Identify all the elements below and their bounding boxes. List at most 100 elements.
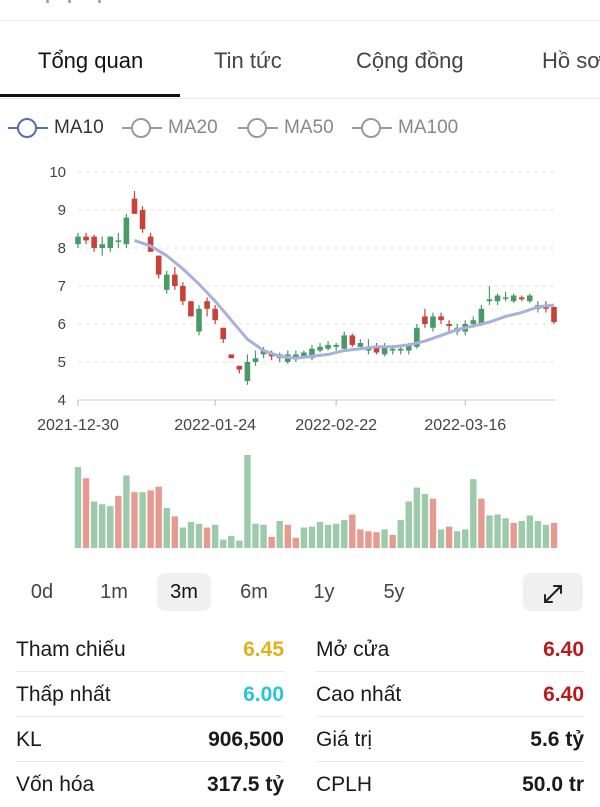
ma-legend: MA10 MA20 MA50 MA100 bbox=[0, 110, 600, 146]
volume-bar bbox=[389, 534, 396, 548]
candle bbox=[91, 234, 97, 252]
legend-label: MA100 bbox=[398, 117, 459, 138]
volume-bar bbox=[453, 531, 461, 548]
candle-body bbox=[163, 274, 170, 290]
volume-bar bbox=[268, 536, 275, 548]
candle bbox=[236, 365, 243, 374]
volume-bar bbox=[502, 518, 509, 548]
candle bbox=[357, 339, 364, 349]
candle-body bbox=[99, 244, 106, 248]
candle bbox=[147, 232, 154, 252]
volume-bar bbox=[437, 529, 445, 548]
x-tick-label: 2022-01-24 bbox=[174, 417, 256, 434]
candle-body bbox=[478, 308, 485, 324]
y-tick-label: 5 bbox=[58, 354, 66, 371]
volume-bar bbox=[131, 492, 138, 548]
candle-body bbox=[446, 324, 452, 326]
volume-bar bbox=[373, 532, 380, 548]
stat-value: 6.40 bbox=[543, 638, 584, 661]
volume-bar bbox=[99, 504, 106, 548]
candle-body bbox=[75, 236, 81, 245]
candle-body bbox=[155, 255, 162, 275]
volume-bar bbox=[82, 478, 90, 548]
legend-line-circle-icon bbox=[8, 118, 48, 138]
stat-low: Thấp nhất 6.00 bbox=[16, 673, 284, 717]
volume-bar bbox=[381, 529, 388, 548]
expand-chart-button[interactable] bbox=[523, 573, 583, 611]
candle-body bbox=[268, 354, 275, 357]
candle bbox=[204, 297, 210, 317]
range-3m-button[interactable]: 3m bbox=[157, 573, 211, 611]
volume-bar bbox=[195, 523, 203, 548]
candle bbox=[220, 327, 227, 343]
candle bbox=[188, 301, 194, 317]
candle-body bbox=[309, 348, 315, 359]
candle-body bbox=[502, 297, 509, 299]
tab-community[interactable]: Cộng đồng bbox=[356, 48, 464, 73]
range-6m-button[interactable]: 6m bbox=[240, 581, 268, 603]
truncated-header-text bbox=[40, 0, 110, 4]
range-1y-button[interactable]: 1y bbox=[313, 581, 335, 603]
range-5y-button[interactable]: 5y bbox=[383, 581, 405, 603]
candle-body bbox=[180, 286, 186, 302]
range-0d-button[interactable]: 0d bbox=[30, 581, 54, 603]
tab-overview[interactable]: Tổng quan bbox=[38, 48, 144, 73]
candle bbox=[163, 270, 170, 294]
volume-bar bbox=[324, 524, 332, 548]
candle-body bbox=[244, 362, 251, 381]
volume-bar bbox=[518, 521, 525, 548]
stat-value: 6.45 bbox=[243, 638, 284, 661]
legend-line-circle-icon bbox=[238, 118, 278, 138]
volume-bar bbox=[203, 527, 211, 548]
candle bbox=[373, 343, 380, 355]
volume-bar bbox=[163, 508, 170, 548]
candle bbox=[317, 343, 323, 353]
volume-bar bbox=[211, 524, 219, 548]
legend-line-circle-icon bbox=[352, 118, 392, 138]
candle-body bbox=[389, 348, 396, 351]
candle-body bbox=[293, 354, 299, 359]
stat-value: 6.00 bbox=[243, 683, 284, 706]
stat-value-traded: Giá trị 5.6 tỷ bbox=[316, 718, 584, 762]
candle-body bbox=[220, 327, 227, 340]
candle-body bbox=[438, 316, 444, 321]
candle-body bbox=[486, 299, 493, 302]
candle-body bbox=[341, 335, 348, 349]
candle-body bbox=[188, 301, 194, 317]
candle bbox=[494, 293, 501, 305]
candle bbox=[333, 343, 339, 351]
volume-bar bbox=[397, 520, 404, 548]
volume-bar bbox=[276, 521, 283, 548]
candle bbox=[510, 293, 517, 304]
volume-bar bbox=[421, 494, 429, 548]
candle-body bbox=[430, 316, 436, 328]
candle bbox=[115, 232, 122, 248]
tab-news[interactable]: Tin tức bbox=[214, 48, 282, 73]
candle-body bbox=[131, 198, 138, 214]
candle bbox=[446, 320, 452, 332]
y-axis-ticks: 4 5 6 7 8 9 10 bbox=[49, 164, 66, 409]
volume-bar bbox=[429, 498, 437, 548]
candle bbox=[430, 312, 436, 332]
volume-bar bbox=[526, 515, 533, 548]
candlesticks bbox=[75, 191, 557, 385]
range-1m-button[interactable]: 1m bbox=[100, 581, 128, 603]
candle bbox=[293, 350, 299, 362]
chart-grid bbox=[78, 171, 555, 401]
candle-body bbox=[107, 236, 114, 248]
volume-bar bbox=[470, 479, 477, 548]
candle-body bbox=[252, 358, 259, 362]
candle bbox=[349, 333, 356, 347]
candle-body bbox=[510, 295, 517, 302]
volume-bar bbox=[332, 523, 340, 548]
tab-profile[interactable]: Hồ sơ bbox=[542, 48, 600, 73]
candle bbox=[526, 293, 533, 304]
volume-bar bbox=[534, 521, 542, 548]
volume-bar bbox=[155, 486, 162, 548]
stat-value: 5.6 tỷ bbox=[530, 728, 584, 751]
candle-body bbox=[83, 236, 89, 241]
range-selector: 0d 1m 3m 6m 1y 5y bbox=[0, 570, 600, 614]
candle-body bbox=[551, 306, 557, 323]
volume-bar bbox=[147, 490, 154, 548]
